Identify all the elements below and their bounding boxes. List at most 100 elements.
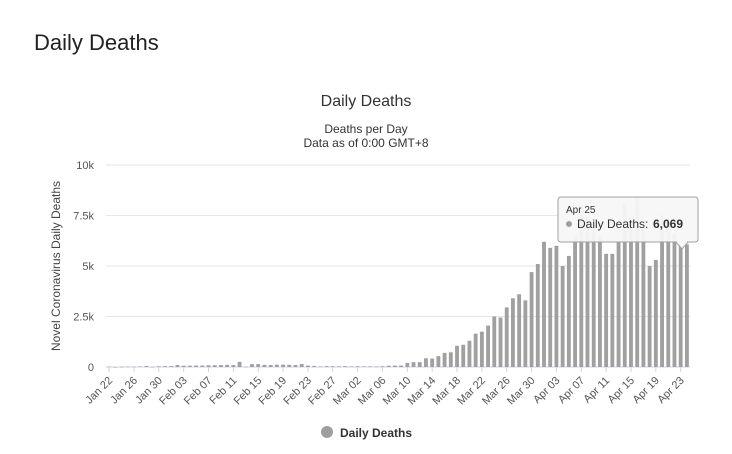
bar[interactable] bbox=[405, 362, 410, 367]
bar[interactable] bbox=[305, 365, 310, 367]
bar[interactable] bbox=[597, 235, 602, 367]
bar[interactable] bbox=[119, 366, 124, 368]
bar[interactable] bbox=[660, 215, 664, 368]
bar[interactable] bbox=[591, 225, 596, 367]
bar[interactable] bbox=[281, 364, 285, 367]
bar[interactable] bbox=[386, 365, 391, 367]
bar[interactable] bbox=[399, 365, 404, 367]
bar[interactable] bbox=[144, 366, 149, 367]
bar[interactable] bbox=[517, 294, 522, 367]
bar[interactable] bbox=[616, 241, 621, 367]
bar[interactable] bbox=[684, 244, 689, 367]
bar[interactable] bbox=[647, 266, 652, 367]
bar[interactable] bbox=[442, 352, 447, 367]
bar[interactable] bbox=[268, 365, 273, 367]
bar[interactable] bbox=[343, 366, 348, 367]
bar[interactable] bbox=[554, 245, 559, 367]
bar[interactable] bbox=[492, 316, 497, 368]
bar[interactable] bbox=[573, 235, 577, 367]
bar[interactable] bbox=[604, 253, 609, 367]
bar[interactable] bbox=[138, 366, 143, 367]
bar[interactable] bbox=[560, 266, 565, 367]
bar[interactable] bbox=[256, 364, 261, 367]
bar[interactable] bbox=[206, 365, 211, 367]
bar[interactable] bbox=[411, 362, 416, 367]
bar[interactable] bbox=[187, 365, 192, 367]
bar[interactable] bbox=[448, 352, 453, 367]
bar[interactable] bbox=[666, 221, 671, 367]
bar[interactable] bbox=[622, 203, 627, 367]
bar[interactable] bbox=[523, 300, 528, 367]
bar[interactable] bbox=[181, 365, 186, 367]
bar[interactable] bbox=[225, 364, 230, 367]
bar[interactable] bbox=[417, 362, 422, 367]
bar[interactable] bbox=[486, 325, 491, 367]
bar[interactable] bbox=[436, 356, 441, 367]
bar[interactable] bbox=[200, 365, 205, 367]
y-axis-label: Novel Coronavirus Daily Deaths bbox=[49, 181, 63, 351]
bar[interactable] bbox=[424, 358, 428, 367]
bar[interactable] bbox=[585, 215, 590, 368]
bar[interactable] bbox=[349, 366, 354, 367]
bar[interactable] bbox=[610, 253, 615, 367]
bar[interactable] bbox=[461, 344, 466, 367]
bar[interactable] bbox=[125, 366, 130, 368]
bar[interactable] bbox=[374, 366, 379, 367]
bar[interactable] bbox=[579, 211, 584, 367]
bar[interactable] bbox=[330, 366, 335, 367]
bar[interactable] bbox=[150, 366, 155, 368]
bar[interactable] bbox=[231, 365, 236, 367]
bar[interactable] bbox=[511, 298, 515, 367]
bar[interactable] bbox=[293, 365, 298, 367]
bar[interactable] bbox=[355, 366, 360, 367]
bar[interactable] bbox=[169, 366, 174, 367]
bar[interactable] bbox=[467, 340, 472, 367]
bar[interactable] bbox=[107, 366, 112, 368]
bar[interactable] bbox=[113, 366, 118, 368]
bar[interactable] bbox=[274, 364, 279, 367]
bar[interactable] bbox=[337, 366, 341, 367]
bar[interactable] bbox=[566, 255, 571, 367]
bar[interactable] bbox=[529, 272, 534, 367]
y-tick-label: 10k bbox=[76, 160, 94, 172]
bar[interactable] bbox=[163, 366, 167, 367]
bar[interactable] bbox=[548, 247, 553, 367]
bar[interactable] bbox=[219, 365, 223, 367]
bar[interactable] bbox=[678, 239, 683, 367]
bar[interactable] bbox=[318, 366, 323, 367]
bar[interactable] bbox=[653, 259, 658, 367]
bar[interactable] bbox=[479, 331, 484, 367]
bar[interactable] bbox=[473, 333, 478, 367]
bar[interactable] bbox=[194, 365, 199, 367]
bar[interactable] bbox=[175, 364, 180, 367]
bar[interactable] bbox=[312, 365, 317, 367]
bar[interactable] bbox=[498, 317, 503, 367]
tooltip-marker bbox=[566, 221, 572, 227]
bar[interactable] bbox=[132, 366, 136, 368]
bars bbox=[107, 197, 689, 368]
bar[interactable] bbox=[262, 364, 267, 367]
bar[interactable] bbox=[324, 366, 329, 367]
bar[interactable] bbox=[361, 366, 366, 367]
bar[interactable] bbox=[392, 365, 397, 367]
bar[interactable] bbox=[380, 366, 385, 367]
bar[interactable] bbox=[635, 197, 640, 367]
bar[interactable] bbox=[156, 366, 161, 367]
bar[interactable] bbox=[212, 365, 217, 367]
bar[interactable] bbox=[455, 345, 459, 367]
bar[interactable] bbox=[287, 364, 292, 367]
bar[interactable] bbox=[641, 227, 646, 367]
bar[interactable] bbox=[535, 263, 540, 367]
bar[interactable] bbox=[299, 363, 304, 367]
bar[interactable] bbox=[504, 307, 509, 367]
legend[interactable]: Daily Deaths bbox=[321, 426, 412, 440]
bar[interactable] bbox=[629, 215, 633, 368]
bar[interactable] bbox=[542, 241, 546, 367]
bar[interactable] bbox=[430, 358, 435, 367]
bar[interactable] bbox=[672, 233, 677, 367]
bar[interactable] bbox=[368, 366, 372, 367]
chart-subtitle-line-2: Data as of 0:00 GMT+8 bbox=[303, 136, 428, 150]
bar[interactable] bbox=[237, 361, 242, 367]
bar[interactable] bbox=[250, 364, 254, 367]
bar[interactable] bbox=[243, 366, 248, 368]
